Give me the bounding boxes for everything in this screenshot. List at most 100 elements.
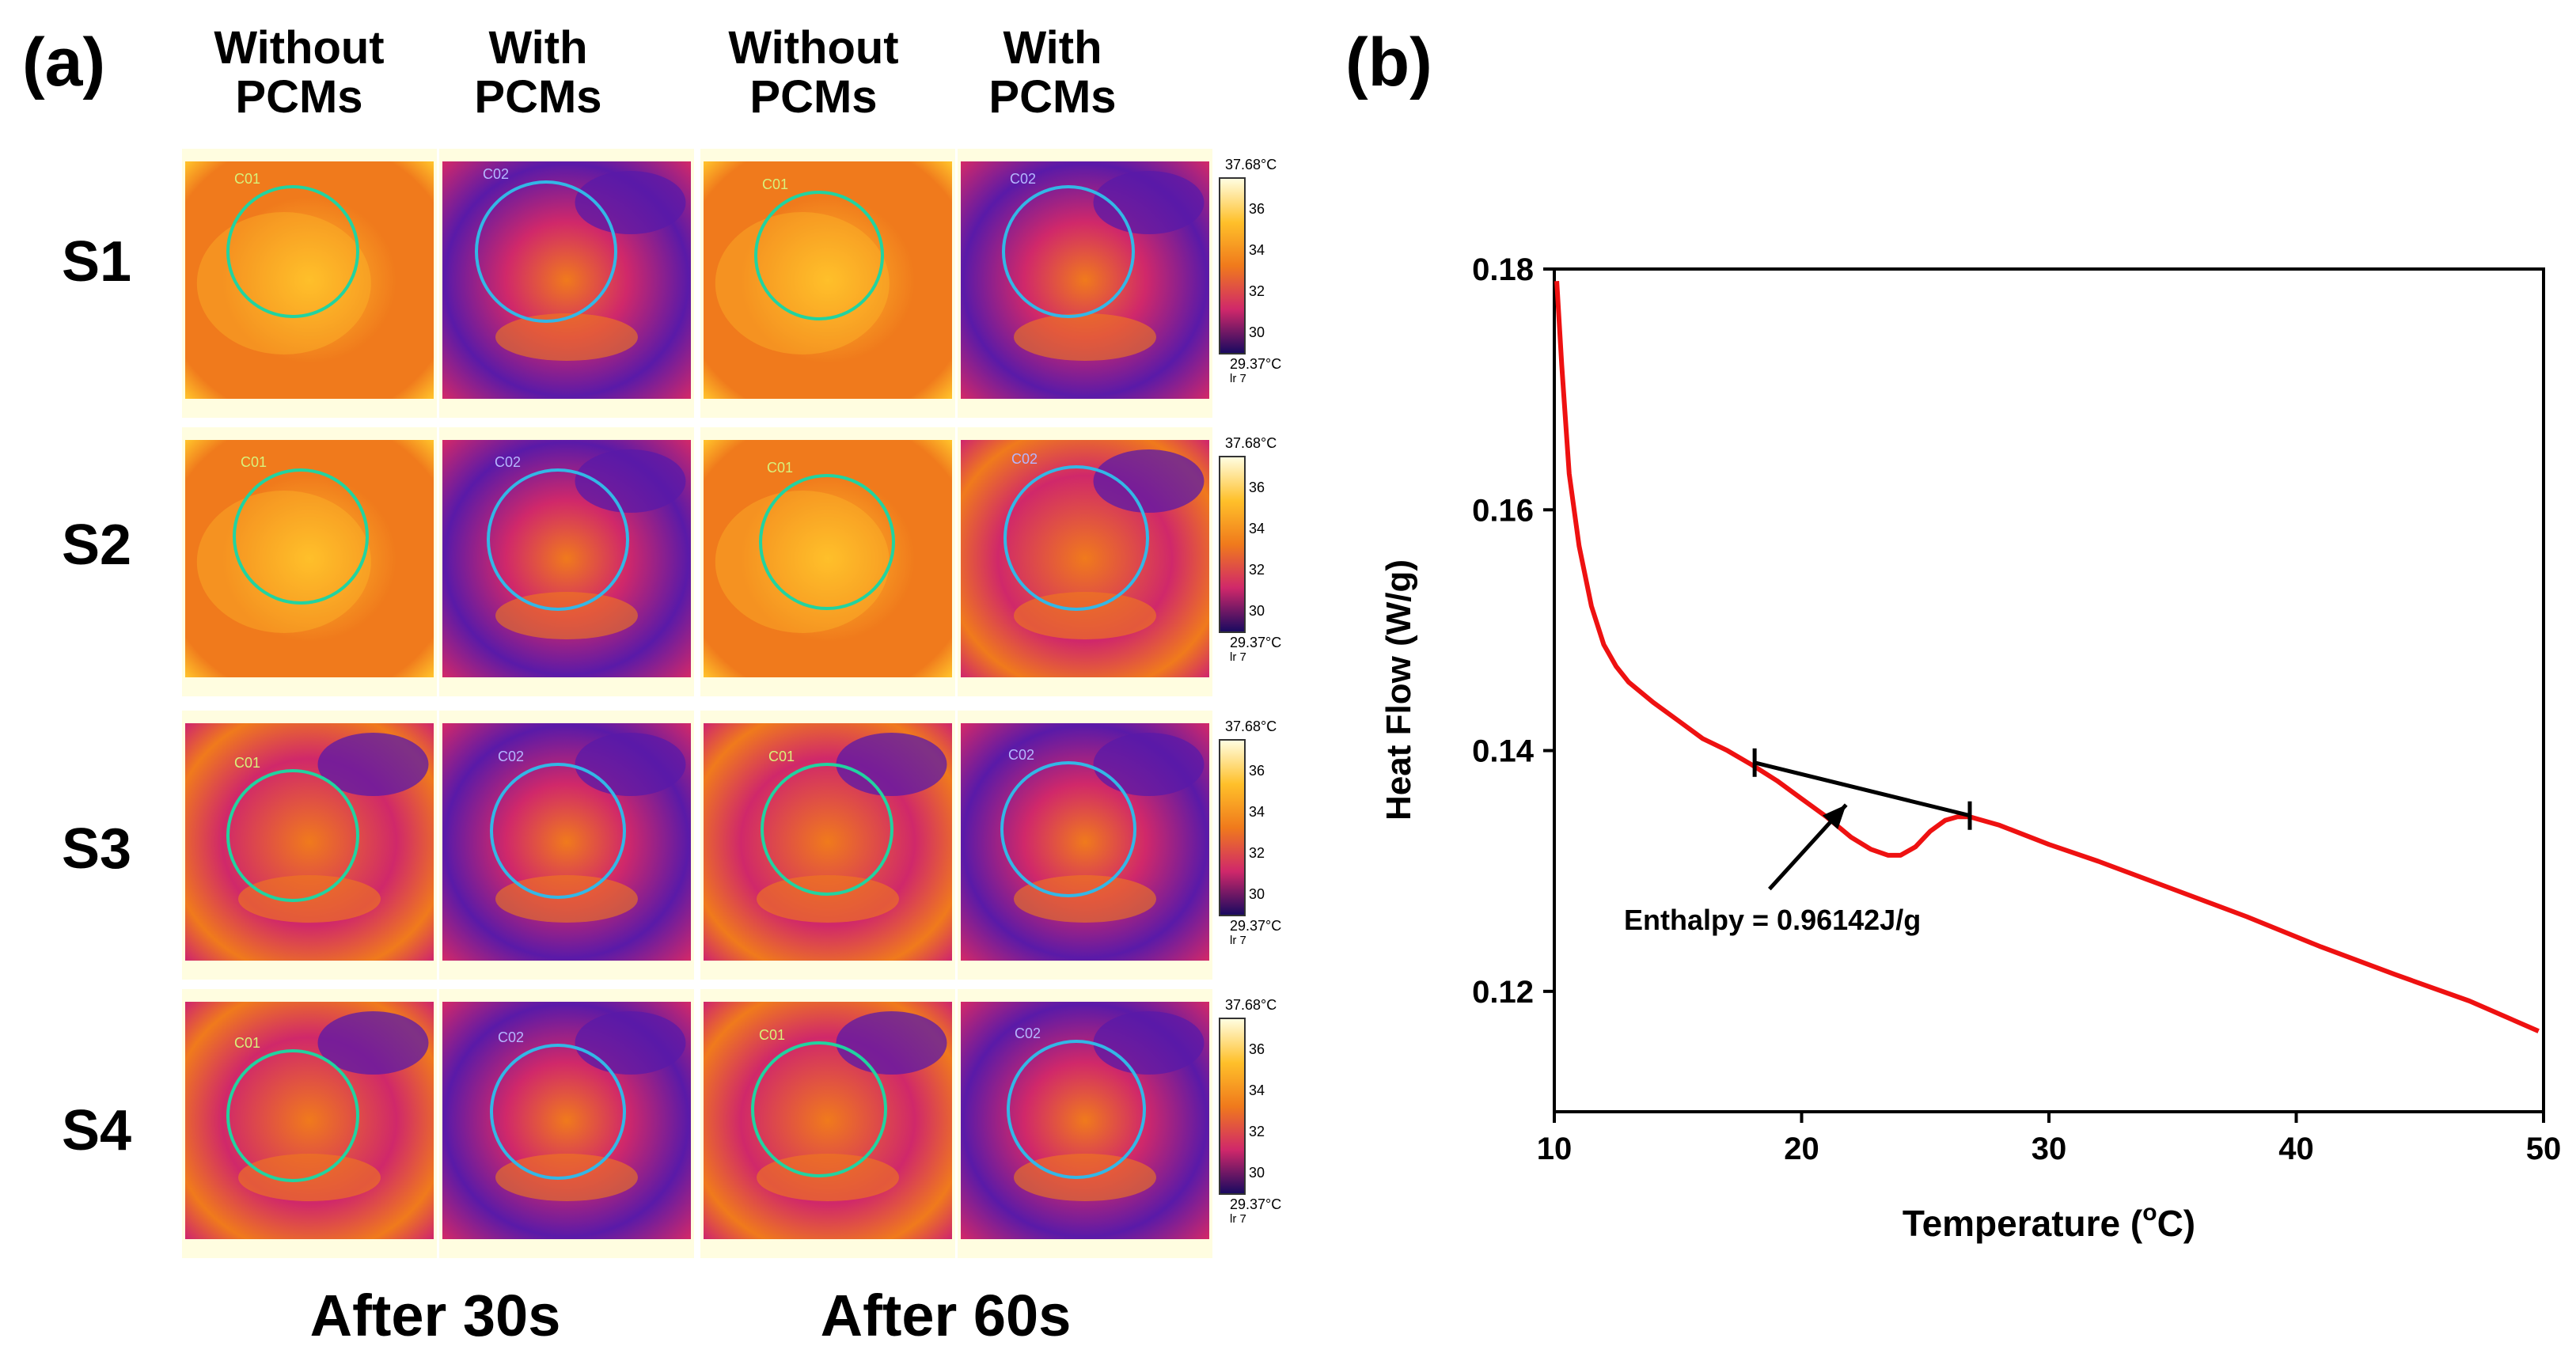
colorbar-tick-label: 34 <box>1249 1082 1265 1098</box>
colorbar-tick-label: 32 <box>1249 845 1265 861</box>
spot-label: C02 <box>1008 747 1034 763</box>
colorbar-min-label: 29.37°C <box>1230 918 1282 934</box>
row-label-s1: S1 <box>62 230 132 294</box>
measurement-circle <box>1007 1040 1146 1179</box>
colorbar-tick-label: 36 <box>1249 763 1265 779</box>
colorbar-tick-label: 30 <box>1249 1165 1265 1181</box>
spot-label: C02 <box>483 166 509 182</box>
x-tick-label: 20 <box>1784 1132 1819 1166</box>
colorbar-s3: 37.68°C 36 34 32 30 29.37°C lr 7 <box>1219 718 1282 972</box>
y-axis-title: Heat Flow (W/g) <box>1379 559 1418 821</box>
panel-a-label: (a) <box>22 25 106 100</box>
col-header-1-line1: Without <box>214 22 385 74</box>
col-header-3-line1: Without <box>728 22 899 74</box>
colorbar-tick-label: 34 <box>1249 242 1265 258</box>
measurement-circle <box>226 1049 359 1182</box>
colorbar-note: lr 7 <box>1230 934 1246 947</box>
colorbar-tick-label: 32 <box>1249 1124 1265 1139</box>
spot-label: C01 <box>234 171 260 187</box>
thermal-image-s1-col2: C02 <box>439 149 694 418</box>
thermal-image-s4-col4: C02 <box>958 989 1212 1258</box>
colorbar-tick-label: 32 <box>1249 562 1265 578</box>
colorbar-min-label: 29.37°C <box>1230 356 1282 372</box>
colorbar-tick-label: 30 <box>1249 886 1265 902</box>
y-tick-label: 0.14 <box>1472 734 1535 769</box>
col-header-1-line2: PCMs <box>235 71 363 123</box>
thermal-image-s3-col2: C02 <box>439 711 694 980</box>
x-axis-title-main: Temperature ( <box>1903 1203 2143 1244</box>
colorbar-gradient <box>1219 739 1246 916</box>
row-label-s2: S2 <box>62 514 132 577</box>
x-axis-title: Temperature (oC) <box>1903 1200 2195 1244</box>
colorbar-tick-label: 36 <box>1249 480 1265 495</box>
col-header-2-line2: PCMs <box>474 71 602 123</box>
col-header-4-line2: PCMs <box>988 71 1117 123</box>
colorbar-tick-label: 34 <box>1249 521 1265 536</box>
thermal-image-s2-col3: C01 <box>700 427 955 696</box>
colorbar-max-label: 37.68°C <box>1225 435 1277 451</box>
col-header-4-line1: With <box>1003 22 1102 74</box>
col-header-4: With PCMs <box>926 24 1179 122</box>
x-tick-label: 50 <box>2526 1132 2562 1166</box>
col-header-3-line2: PCMs <box>749 71 878 123</box>
x-axis-title-degree: o <box>2142 1200 2157 1226</box>
spot-label: C02 <box>498 749 524 764</box>
thermal-image-s4-col1: C01 <box>182 989 437 1258</box>
x-tick-label: 10 <box>1537 1132 1573 1166</box>
y-tick-label: 0.18 <box>1472 252 1534 287</box>
measurement-circle <box>233 468 369 605</box>
measurement-circle <box>1000 761 1136 897</box>
measurement-circle <box>754 191 884 320</box>
thermal-image-s3-col3: C01 <box>700 711 955 980</box>
annotation-arrow-head <box>1822 805 1846 829</box>
col-header-3: Without PCMs <box>687 24 940 122</box>
thermal-image-s2-col1: C01 <box>182 427 437 696</box>
colorbar-tick-label: 34 <box>1249 804 1265 820</box>
time-label-30s: After 30s <box>309 1283 561 1348</box>
measurement-circle <box>487 468 629 611</box>
measurement-circle <box>761 763 893 896</box>
spot-label: C01 <box>768 749 795 764</box>
thermal-image-s3-col1: C01 <box>182 711 437 980</box>
x-tick-label: 40 <box>2278 1132 2314 1166</box>
y-tick-label: 0.16 <box>1472 493 1534 528</box>
thermal-image-s1-col3: C01 <box>700 149 955 418</box>
spot-label: C01 <box>234 755 260 771</box>
spot-label: C02 <box>498 1029 524 1045</box>
colorbar-tick-label: 30 <box>1249 324 1265 340</box>
colorbar-tick-label: 30 <box>1249 603 1265 619</box>
thermal-image-s1-col4: C02 <box>958 149 1212 418</box>
spot-label: C01 <box>767 460 793 476</box>
measurement-circle <box>1003 465 1149 611</box>
time-label-60s: After 60s <box>820 1283 1072 1348</box>
colorbar-max-label: 37.68°C <box>1225 157 1277 172</box>
x-tick-label: 30 <box>2032 1132 2067 1166</box>
colorbar-max-label: 37.68°C <box>1225 997 1277 1013</box>
heat-flow-series-line <box>1554 281 2540 1033</box>
colorbar-note: lr 7 <box>1230 372 1246 385</box>
spot-label: C01 <box>234 1035 260 1051</box>
row-label-s4: S4 <box>62 1099 132 1162</box>
colorbar-note: lr 7 <box>1230 650 1246 664</box>
plot-frame <box>1553 267 2545 1113</box>
spot-label: C02 <box>1010 171 1036 187</box>
spot-label: C01 <box>762 176 788 192</box>
spot-label: C02 <box>495 454 521 470</box>
spot-label: C01 <box>759 1027 785 1043</box>
spot-label: C01 <box>241 454 267 470</box>
colorbar-s4: 37.68°C 36 34 32 30 29.37°C lr 7 <box>1219 997 1282 1250</box>
thermal-image-s4-col3: C01 <box>700 989 955 1258</box>
col-header-2: With PCMs <box>412 24 665 122</box>
thermal-image-s1-col1: C01 <box>182 149 437 418</box>
col-header-2-line1: With <box>488 22 588 74</box>
spot-label: C02 <box>1011 451 1038 467</box>
thermal-image-s2-col2: C02 <box>439 427 694 696</box>
colorbar-max-label: 37.68°C <box>1225 718 1277 734</box>
colorbar-note: lr 7 <box>1230 1212 1246 1226</box>
measurement-circle <box>226 769 359 902</box>
spot-label: C02 <box>1015 1025 1041 1041</box>
measurement-circle <box>490 1044 626 1180</box>
y-tick-label: 0.12 <box>1472 975 1534 1010</box>
colorbar-min-label: 29.37°C <box>1230 1196 1282 1212</box>
colorbar-tick-label: 36 <box>1249 1041 1265 1057</box>
